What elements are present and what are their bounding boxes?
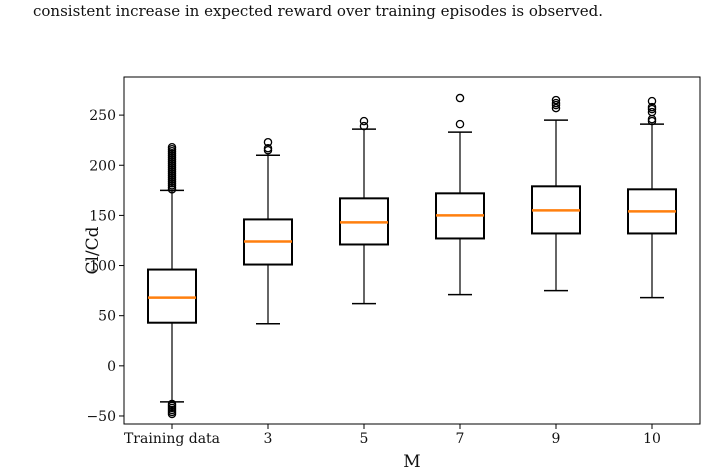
box-iqr bbox=[147, 268, 197, 324]
y-axis-label: Cl/Cd bbox=[83, 226, 103, 274]
y-tick-label: 0 bbox=[107, 359, 116, 375]
outlier-point bbox=[167, 409, 177, 419]
y-tick-label: 250 bbox=[89, 108, 116, 124]
outlier-point bbox=[551, 103, 561, 113]
outlier-point bbox=[647, 96, 657, 106]
caption-text: consistent increase in expected reward o… bbox=[33, 2, 603, 20]
outlier-point bbox=[167, 142, 177, 152]
y-tick-label: 200 bbox=[89, 158, 116, 174]
outlier-point bbox=[263, 137, 273, 147]
y-tick-label: 150 bbox=[89, 208, 116, 224]
plot-frame bbox=[123, 76, 701, 425]
x-tick-label: 3 bbox=[264, 431, 273, 447]
outlier-point bbox=[359, 116, 369, 126]
x-axis-label: M bbox=[403, 452, 420, 472]
y-tick-label: 100 bbox=[89, 259, 116, 275]
x-tick-label: 10 bbox=[643, 431, 661, 447]
outlier-point bbox=[455, 119, 465, 129]
y-tick-label: 50 bbox=[98, 309, 116, 325]
outlier-point bbox=[359, 121, 369, 131]
outlier-point bbox=[647, 107, 657, 117]
x-tick-label: 9 bbox=[552, 431, 561, 447]
outlier-point bbox=[647, 102, 657, 112]
x-tick-label: Training data bbox=[124, 431, 220, 447]
outlier-point bbox=[455, 93, 465, 103]
x-tick-label: 5 bbox=[360, 431, 369, 447]
outlier-point bbox=[551, 98, 561, 108]
outlier-point bbox=[263, 143, 273, 153]
y-tick-label: −50 bbox=[86, 409, 116, 425]
outlier-point bbox=[551, 95, 561, 105]
x-tick-label: 7 bbox=[456, 431, 465, 447]
